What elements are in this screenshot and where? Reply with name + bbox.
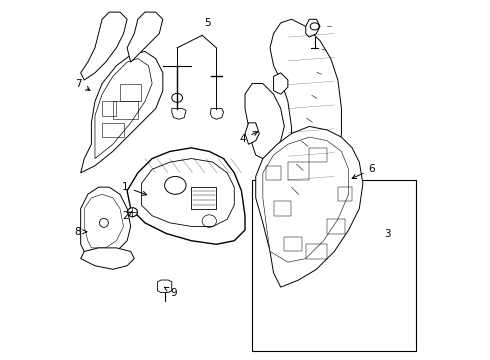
Polygon shape	[81, 12, 127, 80]
Bar	[273, 202, 292, 216]
Polygon shape	[245, 84, 284, 158]
Polygon shape	[210, 109, 223, 119]
Polygon shape	[81, 51, 163, 173]
Text: 6: 6	[352, 164, 375, 179]
Bar	[327, 219, 345, 234]
Bar	[252, 180, 416, 351]
Text: 4: 4	[240, 132, 258, 144]
Ellipse shape	[172, 93, 182, 102]
Text: 5: 5	[204, 18, 211, 28]
Bar	[284, 237, 302, 251]
Bar	[192, 187, 217, 208]
Polygon shape	[245, 123, 259, 144]
Bar	[113, 102, 138, 119]
Text: 1: 1	[122, 182, 147, 195]
Polygon shape	[306, 19, 320, 37]
Polygon shape	[273, 73, 288, 94]
Text: 2: 2	[122, 211, 132, 221]
Polygon shape	[172, 109, 186, 119]
Polygon shape	[95, 59, 152, 158]
Polygon shape	[263, 137, 348, 262]
Polygon shape	[127, 148, 245, 244]
Text: 7: 7	[75, 78, 90, 90]
Polygon shape	[84, 194, 123, 248]
Bar	[102, 102, 117, 116]
Text: 9: 9	[164, 287, 177, 297]
Text: 8: 8	[74, 227, 87, 237]
Bar	[309, 148, 327, 162]
Polygon shape	[81, 248, 134, 269]
Text: 3: 3	[385, 229, 391, 239]
Bar	[102, 123, 123, 137]
Bar	[306, 244, 327, 258]
Ellipse shape	[127, 208, 138, 217]
Polygon shape	[81, 187, 131, 258]
Bar	[288, 162, 309, 180]
Polygon shape	[270, 19, 342, 198]
Polygon shape	[127, 12, 163, 62]
Bar	[120, 84, 142, 102]
Bar	[338, 187, 352, 202]
Polygon shape	[157, 280, 172, 293]
Polygon shape	[142, 158, 234, 226]
Polygon shape	[256, 126, 363, 287]
Bar	[267, 166, 281, 180]
